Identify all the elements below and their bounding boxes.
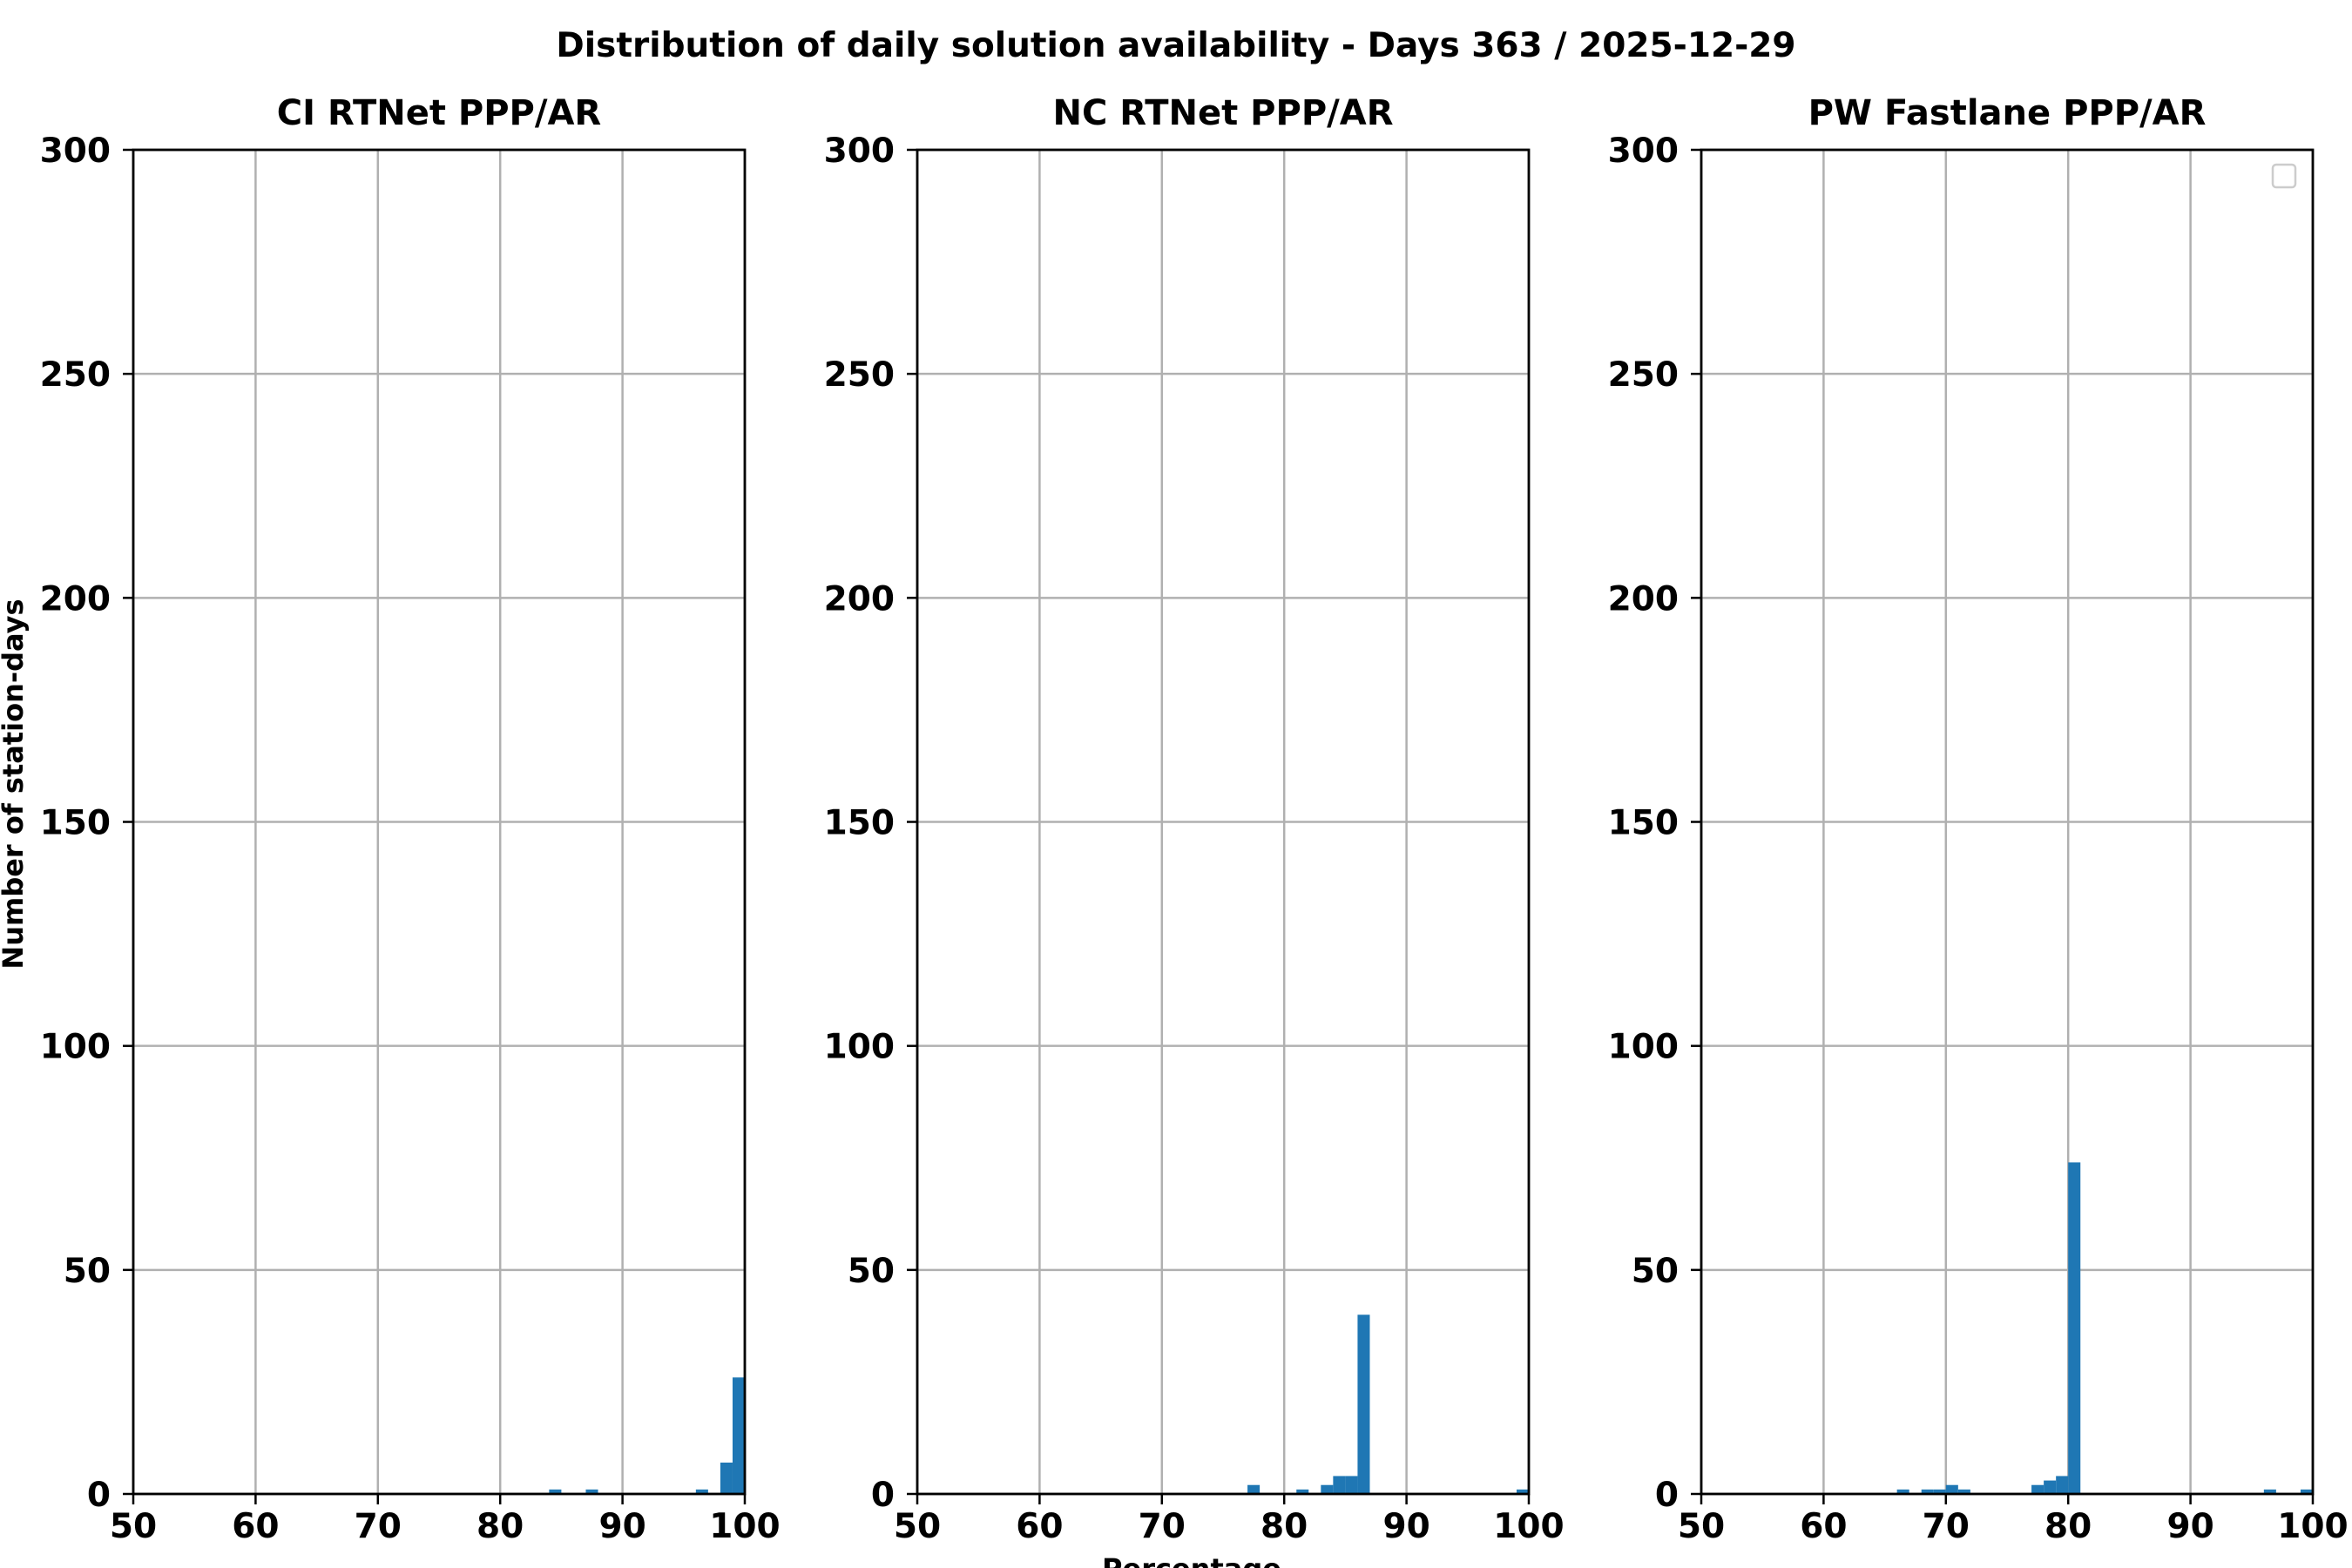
y-tick-label: 200 <box>40 579 111 618</box>
x-tick-label: 70 <box>355 1507 402 1546</box>
figure-suptitle: Distribution of daily solution availabil… <box>556 26 1795 65</box>
y-tick-label: 150 <box>824 804 895 843</box>
x-tick-label: 80 <box>1260 1507 1308 1546</box>
y-tick-label: 250 <box>40 355 111 395</box>
x-tick-label: 100 <box>2277 1507 2348 1546</box>
histogram-bar <box>720 1462 733 1494</box>
histogram-bar <box>1357 1315 1370 1494</box>
figure-xlabel: Percentage <box>1102 1552 1281 1568</box>
y-tick-label: 0 <box>871 1476 895 1515</box>
y-tick-label: 50 <box>64 1252 111 1291</box>
histogram-bar <box>1296 1489 1309 1494</box>
y-tick-label: 100 <box>40 1028 111 1067</box>
y-tick-label: 300 <box>824 132 895 171</box>
empty-legend-box <box>2271 163 2297 189</box>
y-tick-label: 0 <box>87 1476 111 1515</box>
y-tick-label: 300 <box>40 132 111 171</box>
histogram-bar <box>732 1377 745 1494</box>
y-tick-label: 100 <box>1608 1028 1679 1067</box>
y-tick-label: 250 <box>824 355 895 395</box>
histogram-bar <box>2031 1484 2044 1494</box>
histogram-bar <box>1933 1489 1946 1494</box>
x-tick-label: 60 <box>232 1507 279 1546</box>
subplot-title: PW Fastlane PPP/AR <box>1808 93 2207 133</box>
histogram-bar <box>1333 1476 1346 1494</box>
x-tick-label: 90 <box>598 1507 645 1546</box>
histogram-bar <box>585 1489 598 1494</box>
y-tick-label: 50 <box>848 1252 895 1291</box>
histogram-bar <box>1945 1484 1958 1494</box>
x-tick-label: 90 <box>1382 1507 1429 1546</box>
x-tick-label: 70 <box>1923 1507 1970 1546</box>
histogram-bar <box>1957 1489 1970 1494</box>
y-tick-label: 150 <box>40 804 111 843</box>
x-tick-label: 70 <box>1139 1507 1186 1546</box>
x-tick-label: 100 <box>709 1507 780 1546</box>
x-tick-label: 80 <box>476 1507 524 1546</box>
x-tick-label: 90 <box>2166 1507 2213 1546</box>
x-tick-label: 80 <box>2044 1507 2092 1546</box>
x-tick-label: 50 <box>894 1507 941 1546</box>
x-tick-label: 100 <box>1493 1507 1564 1546</box>
histogram-bar <box>2300 1489 2313 1494</box>
x-tick-label: 60 <box>1800 1507 1847 1546</box>
y-tick-label: 0 <box>1655 1476 1679 1515</box>
histogram-bar <box>2056 1476 2069 1494</box>
x-tick-label: 50 <box>1678 1507 1725 1546</box>
figure-ylabel: Number of station-days <box>0 598 30 969</box>
histogram-bar <box>1896 1489 1909 1494</box>
histogram-bar <box>695 1489 708 1494</box>
y-tick-label: 200 <box>1608 579 1679 618</box>
histogram-bar <box>549 1489 562 1494</box>
histogram-bar <box>2068 1162 2081 1494</box>
histogram-bar <box>1247 1484 1260 1494</box>
histogram-bar <box>2044 1480 2057 1494</box>
y-tick-label: 250 <box>1608 355 1679 395</box>
histogram-bar <box>1321 1484 1334 1494</box>
subplot-title: NC RTNet PPP/AR <box>1052 93 1393 133</box>
y-tick-label: 150 <box>1608 804 1679 843</box>
x-tick-label: 50 <box>110 1507 157 1546</box>
x-tick-label: 60 <box>1016 1507 1063 1546</box>
histogram-bar <box>1345 1476 1358 1494</box>
y-tick-label: 200 <box>824 579 895 618</box>
y-tick-label: 50 <box>1632 1252 1679 1291</box>
histogram-bar <box>1921 1489 1934 1494</box>
histogram-bar <box>2263 1489 2276 1494</box>
histogram-bar <box>1516 1489 1529 1494</box>
y-tick-label: 100 <box>824 1028 895 1067</box>
y-tick-label: 300 <box>1608 132 1679 171</box>
subplot-title: CI RTNet PPP/AR <box>277 93 601 133</box>
